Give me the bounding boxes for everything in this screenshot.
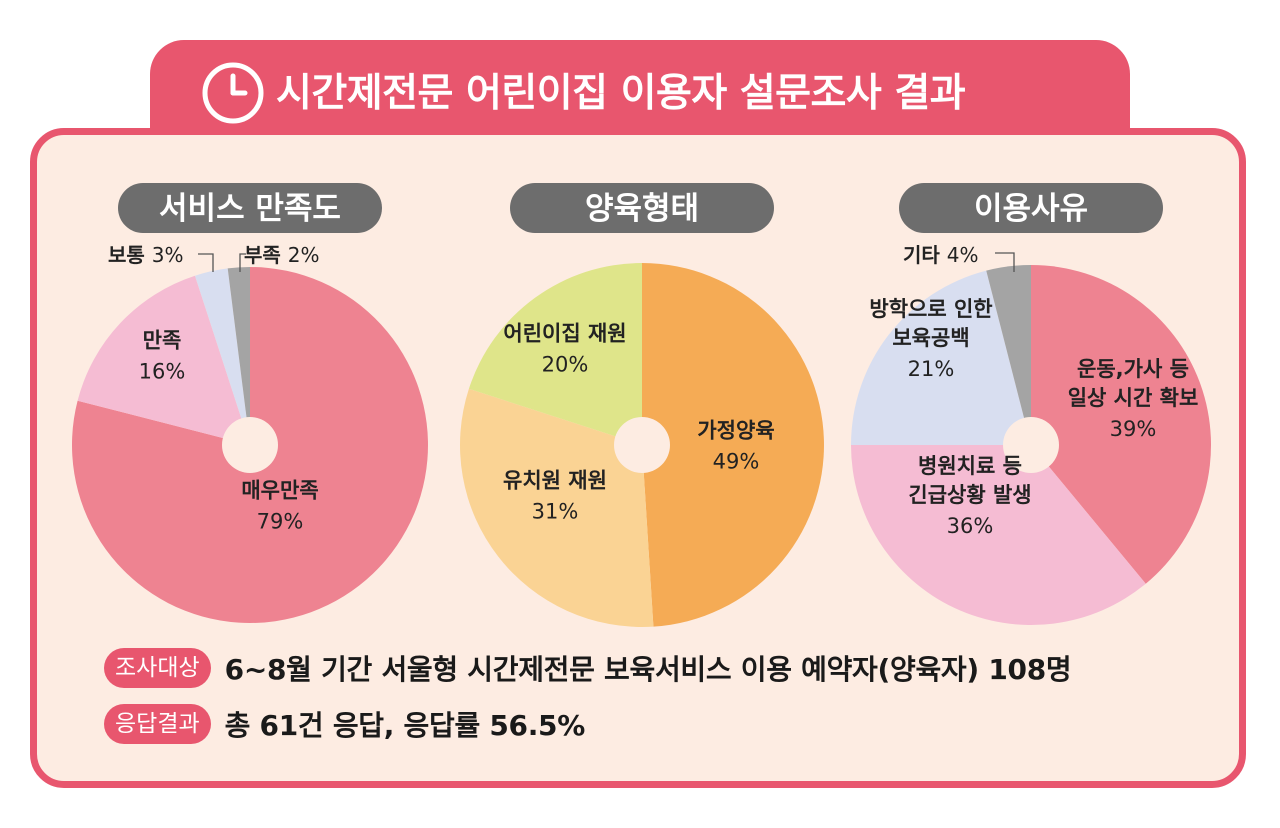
slice-label: 만족 <box>143 329 182 353</box>
chart-title-pill <box>118 183 382 233</box>
slice-value: 2% <box>288 243 320 267</box>
slice-label: 부족 <box>244 243 288 267</box>
leader-line <box>239 253 246 272</box>
slice-label: 보육공백 <box>892 326 969 350</box>
slice-outside-label: 부족 2% <box>244 243 320 267</box>
slice-label: 운동,가사 등 <box>1077 357 1189 381</box>
slice-label: 긴급상황 발생 <box>908 483 1031 507</box>
slice-value: 39% <box>1110 417 1157 441</box>
slice-label: 기타 <box>903 243 947 267</box>
slice-value: 16% <box>139 360 186 384</box>
pie-center-hole <box>222 417 278 473</box>
slice-label: 일상 시간 확보 <box>1068 386 1199 410</box>
pie-center-hole <box>1003 417 1059 473</box>
survey-target-row: 조사대상 6~8월 기간 서울형 시간제전문 보육서비스 이용 예약자(양육자)… <box>104 648 1072 688</box>
pie-slice <box>851 445 1146 626</box>
chart-title: 서비스 만족도 <box>159 191 341 227</box>
survey-response-badge: 응답결과 <box>104 704 211 744</box>
slice-value: 36% <box>947 514 994 538</box>
slice-label: 어린이집 재원 <box>503 322 626 346</box>
pie-slice <box>1031 265 1212 584</box>
slice-value: 20% <box>542 353 589 377</box>
chart-title-pill <box>510 183 774 233</box>
slice-outside-label: 보통 3% <box>108 243 184 267</box>
pie-slice <box>468 263 642 445</box>
pie-slice <box>194 268 250 445</box>
slice-label: 가정양육 <box>697 419 774 443</box>
slice-label: 유치원 재원 <box>503 469 607 493</box>
survey-response-row: 응답결과 총 61건 응답, 응답률 56.5% <box>104 704 585 744</box>
survey-target-badge: 조사대상 <box>104 648 211 688</box>
chart-title: 이용사유 <box>974 191 1088 227</box>
slice-value: 4% <box>947 243 979 267</box>
slice-value: 31% <box>532 500 579 524</box>
slice-label: 방학으로 인한 <box>869 297 992 321</box>
slice-value: 49% <box>713 450 760 474</box>
pie-slice <box>851 270 1031 445</box>
slice-value: 21% <box>908 357 955 381</box>
pie-center-hole <box>614 417 670 473</box>
pie-slice <box>986 265 1031 445</box>
slice-label: 매우만족 <box>241 479 318 503</box>
slice-outside-label: 기타 4% <box>903 243 979 267</box>
leader-line <box>198 253 214 272</box>
slice-value: 79% <box>257 510 304 534</box>
survey-response-text: 총 61건 응답, 응답률 56.5% <box>224 709 586 742</box>
chart-title-pill <box>899 183 1163 233</box>
slice-label: 보통 <box>108 243 152 267</box>
page-title: 시간제전문 어린이집 이용자 설문조사 결과 <box>276 71 966 116</box>
pie-slice <box>227 267 250 445</box>
chart-title: 양육형태 <box>585 191 699 227</box>
slice-value: 3% <box>152 243 184 267</box>
leader-line <box>995 252 1015 272</box>
pie-slice <box>460 388 654 627</box>
pie-slice <box>642 263 824 627</box>
pie-slice <box>77 275 250 445</box>
survey-target-text: 6~8월 기간 서울형 시간제전문 보육서비스 이용 예약자(양육자) 108명 <box>224 653 1072 686</box>
slice-label: 병원치료 등 <box>918 454 1022 478</box>
clock-icon <box>202 62 264 124</box>
